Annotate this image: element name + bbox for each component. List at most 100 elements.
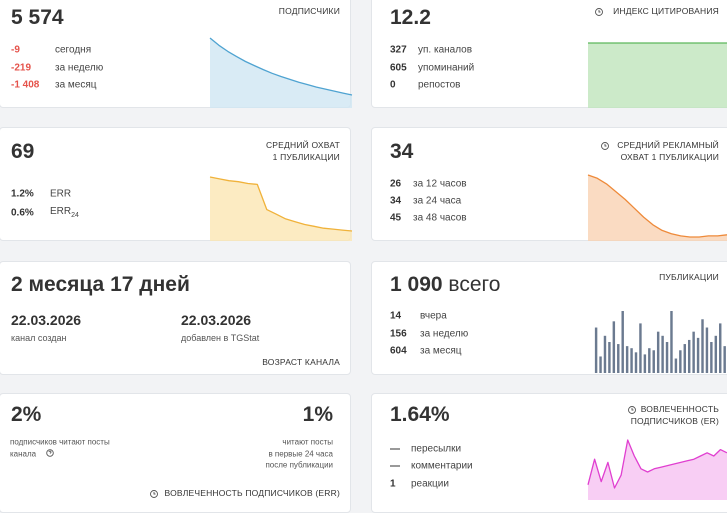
area-fill bbox=[210, 177, 352, 241]
stat-label: репостов bbox=[418, 79, 461, 91]
card-value: 12.2 bbox=[390, 5, 431, 29]
stat-label: за месяц bbox=[55, 79, 97, 91]
card-title: ПУБЛИКАЦИИ bbox=[659, 272, 719, 283]
card-title: ПОДПИСЧИКИ bbox=[278, 6, 340, 17]
sparkline bbox=[587, 174, 727, 238]
clock-icon bbox=[595, 8, 603, 16]
card-title: ВОВЛЕЧЕННОСТЬ bbox=[640, 404, 719, 415]
bar bbox=[710, 342, 713, 373]
stat-label: упоминаний bbox=[418, 62, 475, 74]
stat-label: за 24 часа bbox=[413, 195, 462, 207]
stat-label: за 12 часов bbox=[413, 178, 467, 190]
stat-label: за 48 часов bbox=[413, 212, 467, 224]
clock-icon bbox=[601, 142, 609, 150]
bar bbox=[608, 342, 611, 373]
bar bbox=[603, 335, 607, 373]
stat-label: уп. каналов bbox=[418, 44, 473, 56]
value-number: 1 090 bbox=[390, 272, 443, 296]
bar bbox=[674, 358, 678, 373]
card bbox=[371, 127, 727, 241]
card bbox=[0, 393, 351, 513]
date-value: 22.03.2026 bbox=[11, 311, 82, 328]
bar bbox=[683, 344, 686, 373]
bar bbox=[670, 311, 673, 373]
bar bbox=[705, 327, 709, 373]
sparklines bbox=[46, 8, 727, 500]
card-footer: ВОВЛЕЧЕННОСТЬ ПОДПИСЧИКОВ (ERR) bbox=[164, 488, 340, 499]
bar bbox=[661, 335, 664, 373]
stat-value: 14 bbox=[390, 310, 402, 322]
card-title: СРЕДНИЙ РЕКЛАМНЫЙ bbox=[617, 140, 719, 151]
clock-icon bbox=[150, 490, 158, 498]
stat-value: 26 bbox=[390, 178, 402, 190]
icons bbox=[46, 8, 636, 498]
area-fill bbox=[588, 440, 727, 500]
bar bbox=[612, 321, 616, 373]
stat-label-sub: 24 bbox=[71, 211, 79, 219]
bar bbox=[643, 354, 647, 373]
metric-desc: канала bbox=[10, 448, 37, 458]
stat-label: ERR bbox=[50, 188, 72, 200]
bar bbox=[639, 323, 642, 373]
stat-value: 45 bbox=[390, 212, 402, 224]
clock-icon bbox=[628, 406, 636, 414]
metric-desc: читают посты bbox=[282, 437, 333, 447]
stat-label: пересылки bbox=[411, 443, 462, 455]
stat-value: 0.6% bbox=[11, 207, 34, 219]
stat-label: за неделю bbox=[55, 62, 104, 74]
bar bbox=[648, 348, 651, 373]
bar bbox=[617, 344, 620, 373]
metric-desc: после публикации bbox=[265, 460, 333, 470]
date-value: 22.03.2026 bbox=[181, 311, 252, 328]
stat-value: 1 bbox=[390, 478, 396, 490]
area-fill bbox=[588, 43, 727, 108]
bar bbox=[719, 323, 722, 373]
stat-value: 1.2% bbox=[11, 188, 34, 200]
stat-value: -219 bbox=[11, 62, 32, 74]
bar bbox=[652, 350, 655, 373]
bar bbox=[696, 337, 700, 373]
card bbox=[371, 261, 727, 375]
sparkline bbox=[587, 439, 727, 489]
metric-desc: подписчиков читают посты bbox=[10, 437, 110, 447]
sparkline bbox=[209, 37, 353, 96]
stat-value: 34 bbox=[390, 195, 402, 207]
stat-value: 327 bbox=[390, 44, 407, 56]
card-value: 1 090 всего bbox=[390, 273, 500, 297]
metric-value: 1% bbox=[302, 402, 333, 426]
card-footer: ВОЗРАСТ КАНАЛА bbox=[262, 357, 340, 368]
help-icon bbox=[46, 449, 54, 457]
stat-value: 605 bbox=[390, 62, 407, 74]
stat-value: 0 bbox=[390, 79, 396, 91]
stat-value: 604 bbox=[390, 345, 407, 357]
date-label: добавлен в TGStat bbox=[181, 332, 260, 343]
bar bbox=[594, 327, 598, 373]
stat-label: ERR24 bbox=[50, 206, 79, 220]
stat-value: — bbox=[390, 443, 400, 455]
card-value: 34 bbox=[390, 139, 414, 163]
card-title: ОХВАТ 1 ПУБЛИКАЦИИ bbox=[620, 152, 719, 163]
bar bbox=[714, 335, 718, 373]
bar bbox=[630, 348, 633, 373]
bar bbox=[621, 311, 624, 373]
stat-label: комментарии bbox=[411, 460, 473, 472]
bar bbox=[656, 331, 660, 373]
bar bbox=[692, 331, 695, 373]
date-label: канал создан bbox=[11, 332, 67, 343]
stat-label: за неделю bbox=[420, 328, 469, 340]
stat-label: реакции bbox=[411, 478, 449, 490]
stat-value: -1 408 bbox=[11, 79, 40, 91]
area-fill bbox=[210, 38, 352, 108]
stat-value: -9 bbox=[11, 44, 20, 56]
bar bbox=[723, 346, 726, 373]
card-title: 1 ПУБЛИКАЦИИ bbox=[272, 152, 340, 163]
card-value: 5 574 bbox=[11, 5, 64, 29]
card bbox=[0, 261, 351, 375]
bar bbox=[625, 346, 629, 373]
stat-value: — bbox=[390, 460, 400, 472]
card-value: 2 месяца 17 дней bbox=[11, 272, 190, 296]
card-title: СРЕДНИЙ ОХВАТ bbox=[265, 140, 340, 151]
card-value: 1.64% bbox=[390, 402, 450, 426]
card-title: ИНДЕКС ЦИТИРОВАНИЯ bbox=[613, 6, 719, 17]
